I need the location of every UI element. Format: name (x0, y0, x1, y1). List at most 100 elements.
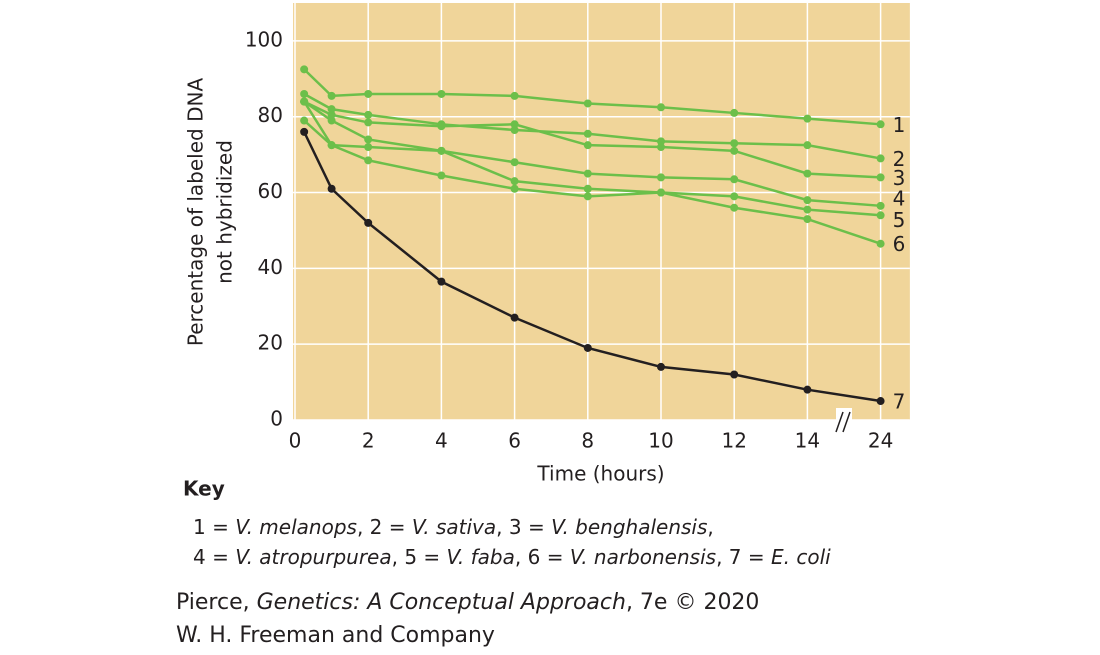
data-point (300, 97, 309, 106)
text-run: , 3 = (496, 515, 551, 539)
data-point (300, 65, 309, 74)
text-line: 4 = V. atropurpurea, 5 = V. faba, 6 = V.… (193, 545, 831, 569)
series-line (303, 92, 881, 160)
text-line: W. H. Freeman and Company (176, 623, 495, 648)
y-tick-label: 20 (258, 331, 283, 355)
x-tick-label: 6 (508, 429, 521, 453)
data-point (730, 370, 739, 379)
data-point (510, 120, 519, 129)
data-point (510, 313, 519, 322)
data-point (437, 122, 446, 131)
series-label: 7 (893, 390, 906, 414)
data-point (876, 201, 885, 210)
text-run: Genetics: A Conceptual Approach (257, 590, 626, 615)
data-point (364, 143, 373, 152)
data-point (510, 158, 519, 167)
text-run: V. faba (447, 545, 515, 569)
data-point (657, 173, 665, 182)
data-point (364, 156, 373, 165)
y-tick-label: 80 (258, 103, 283, 127)
y-tick-label: 100 (245, 27, 283, 51)
x-tick-label: 10 (648, 429, 673, 453)
data-point (876, 239, 885, 248)
x-tick-label: 8 (581, 429, 594, 453)
y-axis-label: not hybridized (213, 140, 237, 284)
data-point (437, 277, 446, 286)
series-line (303, 131, 881, 403)
data-point (327, 105, 336, 114)
data-point (327, 184, 336, 193)
series-label: 3 (893, 166, 906, 190)
data-point (364, 89, 373, 98)
text-line: Pierce, Genetics: A Conceptual Approach,… (176, 590, 759, 615)
data-point (510, 125, 519, 134)
text-run: Pierce, (176, 590, 257, 615)
data-point (730, 108, 739, 117)
text-run: V. sativa (412, 515, 496, 539)
data-point (730, 192, 739, 201)
axis-break-gap (836, 408, 852, 432)
data-point (803, 141, 812, 150)
data-point (437, 89, 446, 98)
data-point (327, 110, 336, 119)
data-point (730, 203, 739, 212)
text-run: V. benghalensis (551, 515, 707, 539)
text-run: V. atropurpurea (235, 545, 391, 569)
data-point (730, 139, 739, 148)
text-run: 4 = (193, 545, 235, 569)
data-point (876, 120, 885, 129)
data-point (657, 143, 665, 152)
data-point (300, 89, 309, 98)
series-label: 1 (893, 113, 906, 137)
y-tick-label: 40 (258, 255, 283, 279)
data-point (327, 116, 336, 125)
data-point (437, 171, 446, 180)
data-point (803, 385, 812, 394)
data-point (583, 129, 592, 138)
data-point (364, 218, 373, 227)
data-point (510, 184, 519, 193)
text-run: V. melanops (235, 515, 357, 539)
data-point (657, 188, 665, 197)
data-point (876, 211, 885, 220)
series-line (303, 119, 881, 217)
data-point (437, 146, 446, 155)
text-run: , 2 = (357, 515, 412, 539)
data-point (876, 173, 885, 182)
series-label: 5 (893, 208, 906, 232)
series-line (303, 100, 881, 245)
series-line (303, 68, 881, 126)
data-point (803, 169, 812, 178)
series-label: 4 (893, 186, 906, 210)
data-point (583, 169, 592, 178)
data-point (583, 99, 592, 108)
text-run: , 5 = (392, 545, 447, 569)
data-point (657, 362, 665, 371)
data-point (583, 192, 592, 201)
data-point (876, 397, 885, 406)
x-tick-label: 4 (435, 429, 448, 453)
text-lines: 1 = V. melanops, 2 = V. sativa, 3 = V. b… (176, 515, 831, 649)
text-run: , (707, 515, 713, 539)
data-point (657, 137, 665, 146)
y-tick-label: 0 (270, 407, 283, 431)
text-line: 1 = V. melanops, 2 = V. sativa, 3 = V. b… (193, 515, 714, 539)
axis-break-mark (842, 411, 851, 433)
x-tick-label: 14 (795, 429, 820, 453)
series-line (303, 100, 881, 208)
key-title: Key (183, 477, 225, 501)
text-run: , 6 = (515, 545, 570, 569)
data-point (803, 196, 812, 205)
y-axis-label: Percentage of labeled DNA (184, 78, 208, 347)
x-tick-label: 0 (289, 429, 302, 453)
data-point (510, 177, 519, 186)
text-run: , 7e © 2020 (626, 590, 760, 615)
series-label: 6 (893, 232, 906, 256)
data-point (364, 110, 373, 119)
axis-break-mark (835, 411, 844, 433)
data-point (657, 103, 665, 112)
series-label: 2 (893, 147, 906, 171)
x-axis-label: Time (hours) (536, 462, 664, 486)
